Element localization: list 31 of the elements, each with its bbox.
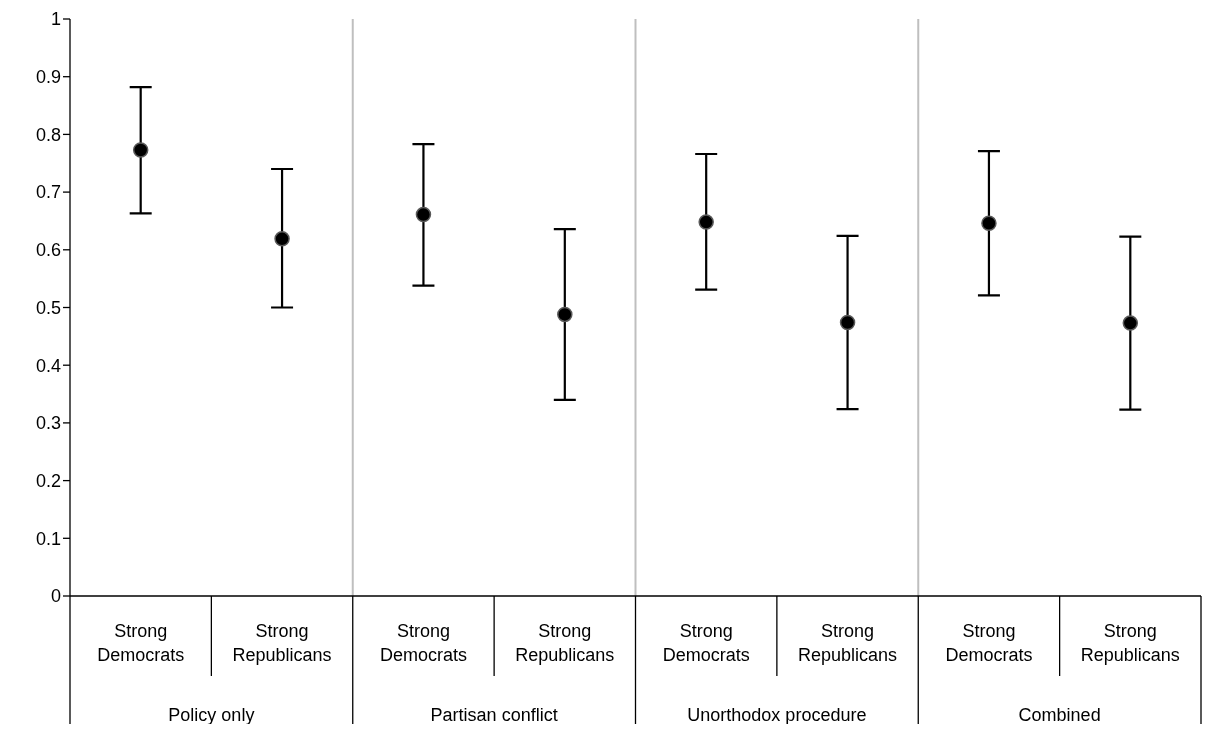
y-tick-label: 0.6	[35, 240, 61, 261]
x-tick-label: Strong Republicans	[1080, 621, 1180, 665]
point	[132, 142, 149, 158]
y-tick-label: 0	[50, 586, 61, 607]
point	[274, 231, 290, 247]
point	[415, 206, 432, 223]
x-tick-label: Strong Republicans	[798, 621, 898, 665]
y-tick-label: 0.5	[35, 297, 61, 318]
text: Unorthodox procedure	[687, 705, 867, 725]
y-tick-label: 0.9	[35, 67, 61, 88]
text: Partisan conflict	[430, 705, 558, 725]
x-tick-label: Strong Republicans	[515, 621, 615, 665]
point	[557, 306, 573, 323]
point	[1122, 315, 1139, 331]
point	[839, 314, 856, 331]
x-tick-label: Strong Democrats	[379, 621, 467, 665]
x-tick-label: Strong Democrats	[662, 621, 750, 665]
y-tick-label: 0.4	[35, 355, 61, 376]
x-tick-label: Strong Democrats	[97, 621, 185, 665]
y-tick-label: 1	[50, 9, 61, 30]
y-tick-label: 0.2	[35, 470, 61, 491]
text: Combined	[1018, 705, 1101, 725]
point	[981, 215, 997, 232]
x-tick-label: Strong Republicans	[232, 621, 332, 665]
x-tick-label: Strong Democrats	[945, 621, 1033, 665]
point	[698, 214, 714, 230]
y-tick-label: 0.3	[35, 413, 61, 434]
y-tick-label: 0.8	[35, 124, 61, 145]
text: Policy only	[168, 705, 255, 725]
y-tick-label: 0.1	[35, 528, 61, 549]
y-tick-label: 0.7	[35, 182, 61, 203]
